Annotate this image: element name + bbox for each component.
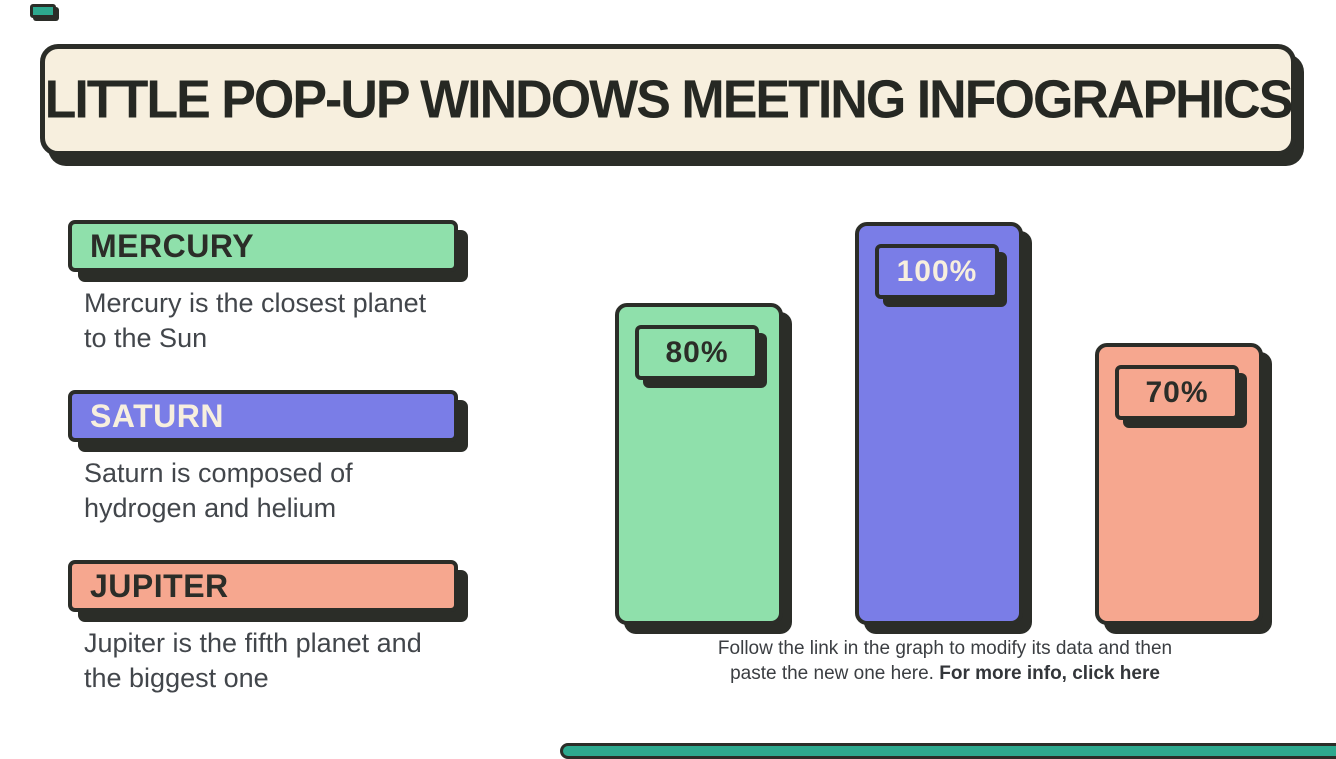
bar-value-mercury: 80% xyxy=(665,335,729,369)
section-header-mercury: MERCURY xyxy=(68,220,458,272)
caption-line2: paste the new one here. xyxy=(730,663,940,684)
section-label-jupiter: JUPITER xyxy=(90,567,229,604)
bar-value-jupiter: 70% xyxy=(1145,375,1209,409)
caption-line1: Follow the link in the graph to modify i… xyxy=(717,638,1173,659)
title-banner: LITTLE POP-UP WINDOWS MEETING INFOGRAPHI… xyxy=(40,44,1296,156)
section-header-saturn: SATURN xyxy=(68,390,458,442)
section-label-saturn: SATURN xyxy=(90,397,224,434)
section-description-saturn: Saturn is composed of hydrogen and heliu… xyxy=(84,458,353,523)
section-label-mercury: MERCURY xyxy=(90,227,255,264)
bar-value-badge-jupiter: 70% xyxy=(1115,365,1239,420)
bar-mercury: 80% xyxy=(615,303,783,625)
bar-value-saturn: 100% xyxy=(896,254,978,288)
section-header-jupiter: JUPITER xyxy=(68,560,458,612)
bar-chart: 80% 100% 70% xyxy=(615,222,1275,625)
bar-jupiter: 70% xyxy=(1095,343,1263,625)
bar-value-badge-saturn: 100% xyxy=(875,244,999,299)
page-title: LITTLE POP-UP WINDOWS MEETING INFOGRAPHI… xyxy=(44,69,1294,131)
corner-flag-icon xyxy=(30,4,56,18)
bar-value-badge-mercury: 80% xyxy=(635,325,759,380)
chart-caption: Follow the link in the graph to modify i… xyxy=(615,636,1275,686)
bar-saturn: 100% xyxy=(855,222,1023,625)
section-description-jupiter: Jupiter is the fifth planet and the bigg… xyxy=(84,628,422,693)
caption-link[interactable]: For more info, click here xyxy=(939,663,1160,684)
section-description-mercury: Mercury is the closest planet to the Sun xyxy=(84,288,427,353)
bottom-accent-bar xyxy=(560,743,1336,759)
